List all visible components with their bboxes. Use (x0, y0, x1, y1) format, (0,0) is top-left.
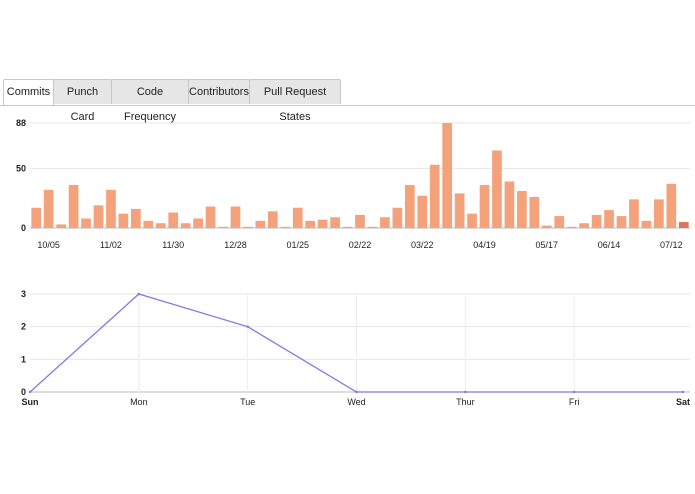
commit-bar (616, 216, 627, 228)
commit-bar (243, 226, 253, 228)
data-point (464, 390, 467, 394)
x-tick-label: 04/19 (473, 240, 496, 250)
commit-bar (255, 220, 266, 228)
commit-bar (429, 164, 440, 228)
commit-bar (106, 189, 116, 228)
x-tick-label: 03/22 (411, 240, 434, 250)
commit-bar (205, 206, 216, 228)
x-tick-label: Thur (456, 397, 475, 407)
commit-bar (355, 214, 365, 229)
commit-bar (579, 223, 589, 228)
x-tick-label: 06/14 (598, 240, 621, 250)
commit-bar (93, 205, 104, 228)
y-tick-label: 50 (16, 163, 26, 173)
commit-bar (529, 196, 540, 228)
commit-bar (417, 195, 428, 228)
x-tick-label: Fri (569, 397, 580, 407)
commit-bar (554, 216, 565, 228)
commit-bar (31, 207, 42, 228)
commit-bar (591, 214, 602, 229)
tab-punch-card[interactable]: Punch Card (53, 79, 112, 123)
commit-bar (342, 226, 353, 228)
commit-bar (168, 212, 179, 228)
tab-commits[interactable]: Commits (3, 79, 54, 105)
daily-commits-line-chart: 0 1 2 3 (21, 290, 690, 395)
commit-bar (280, 226, 291, 228)
y-tick-label: 1 (21, 354, 26, 364)
commit-bar (641, 220, 652, 228)
commit-bar (155, 223, 166, 228)
commit-bar (130, 208, 141, 228)
x-tick-label: 10/05 (37, 240, 60, 250)
y-tick-label: 0 (21, 223, 26, 233)
commit-bar (654, 199, 664, 228)
x-tick-label: 07/12 (660, 240, 683, 250)
commit-bar (292, 207, 303, 228)
data-point (681, 390, 685, 394)
data-point (137, 292, 141, 296)
x-tick-label: 11/30 (162, 240, 184, 250)
tab-contributors[interactable]: Contributors (188, 79, 250, 104)
commit-bar (118, 213, 129, 228)
commit-bar (380, 217, 390, 228)
commit-bar (678, 222, 689, 228)
commit-bar (56, 224, 66, 228)
commit-bar (218, 226, 228, 228)
x-tick-label: 05/17 (536, 240, 559, 250)
weekly-commits-bar-chart: 0 50 88 10/05 11/02 11/30 12/28 01/25 02/22 03/22… (16, 118, 690, 250)
x-tick-label: 02/22 (349, 240, 372, 250)
commit-bar (230, 206, 241, 228)
commit-bar (666, 183, 677, 228)
x-tick-label: 12/28 (224, 240, 247, 250)
x-tick-label: Mon (130, 397, 148, 407)
commit-bar (517, 191, 527, 228)
commit-bar (392, 207, 403, 228)
commit-bar (629, 199, 639, 228)
x-tick-label: 11/02 (100, 240, 122, 250)
data-point (28, 390, 32, 394)
commit-bar (330, 217, 340, 228)
commit-bar (504, 181, 515, 228)
y-tick-label: 2 (21, 322, 26, 332)
x-tick-label: Tue (240, 397, 255, 407)
line-chart-x-axis: Sun Mon Tue Wed Thur Fri Sat (22, 397, 691, 407)
commit-bar (305, 220, 316, 228)
commit-bar (566, 226, 577, 228)
x-tick-label: Sat (676, 397, 690, 407)
y-tick-label: 3 (21, 290, 26, 299)
commit-bar (367, 226, 378, 228)
x-tick-label: Wed (347, 397, 365, 407)
commit-bar (492, 150, 502, 228)
y-tick-label: 88 (16, 118, 26, 128)
commit-bar (317, 219, 328, 228)
commit-bar (81, 218, 91, 228)
commit-bar (604, 210, 614, 228)
commit-bar (68, 185, 79, 228)
tab-bar: Commits Punch Card Code Frequency Contri… (0, 79, 695, 123)
y-tick-label: 0 (21, 387, 26, 395)
data-point (246, 325, 249, 328)
x-tick-label: 01/25 (286, 240, 309, 250)
commit-bar (267, 211, 278, 228)
data-point (355, 390, 358, 394)
commit-bar (454, 193, 465, 228)
commit-bar (479, 185, 490, 228)
commit-bar (442, 123, 453, 228)
commit-bar (180, 223, 191, 228)
data-point (572, 390, 576, 394)
x-tick-label: Sun (22, 397, 39, 407)
commit-bar (43, 189, 54, 228)
commit-bar (143, 220, 154, 228)
tab-pull-request-states[interactable]: Pull Request States (249, 79, 341, 123)
commit-bar (404, 185, 415, 228)
commit-bar (541, 225, 552, 228)
commit-bar (467, 213, 477, 228)
tab-code-frequency[interactable]: Code Frequency (111, 79, 189, 123)
commit-bar (193, 218, 203, 228)
